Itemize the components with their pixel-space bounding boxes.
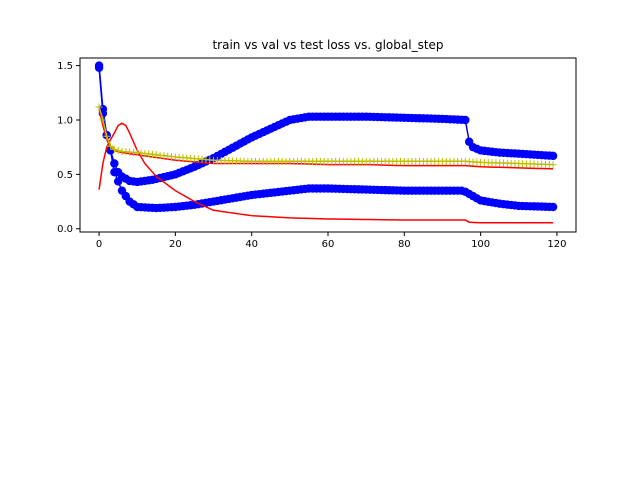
series-4-point bbox=[95, 103, 103, 111]
x-tick-label: 40 bbox=[245, 239, 258, 250]
series-line-2 bbox=[98, 122, 554, 224]
series-0-point bbox=[110, 159, 119, 168]
series-1-point bbox=[548, 202, 558, 212]
series-0-point bbox=[548, 151, 558, 161]
series-0-point bbox=[461, 115, 470, 125]
x-tick-label: 120 bbox=[547, 239, 566, 250]
y-tick-label: 1.0 bbox=[57, 115, 73, 126]
x-tick-label: 20 bbox=[169, 239, 182, 250]
series-4-point bbox=[110, 145, 118, 153]
series-line-3 bbox=[98, 108, 554, 170]
tick-layer: 0 20 40 60 80 100 120 0.0 0.5 1.0 1.5 bbox=[57, 61, 566, 250]
series-4-point bbox=[114, 146, 122, 154]
series-1-point bbox=[110, 167, 119, 177]
chart-title: train vs val vs test loss vs. global_ste… bbox=[212, 38, 443, 52]
series-1-point bbox=[94, 61, 104, 70]
series-4-point bbox=[107, 142, 115, 150]
series-4-point bbox=[103, 132, 111, 140]
y-tick-label: 0.0 bbox=[57, 224, 73, 235]
y-tick-label: 1.5 bbox=[57, 61, 73, 72]
series-1-point bbox=[113, 177, 123, 186]
series-4-point bbox=[549, 161, 557, 169]
x-tick-label: 60 bbox=[322, 239, 335, 250]
x-tick-label: 0 bbox=[96, 239, 102, 250]
series-4-point bbox=[99, 116, 107, 124]
x-tick-label: 100 bbox=[471, 239, 490, 250]
data-layer bbox=[94, 61, 558, 224]
x-tick-label: 80 bbox=[398, 239, 411, 250]
y-tick-label: 0.5 bbox=[57, 170, 73, 181]
